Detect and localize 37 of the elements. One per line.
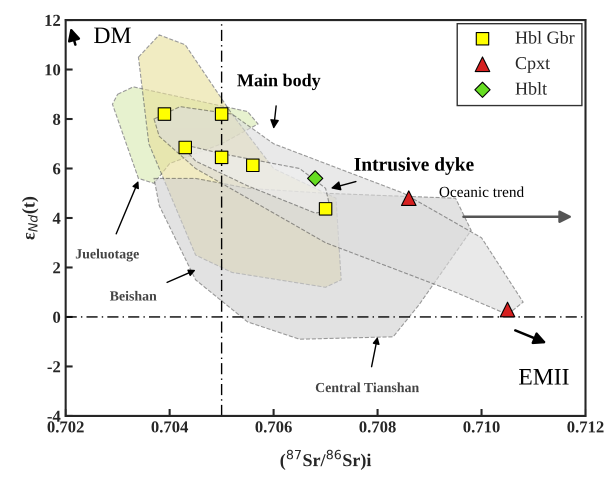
annotation: Intrusive dyke — [354, 157, 474, 175]
point — [178, 140, 192, 154]
x-tick-label: 0.704 — [152, 421, 188, 433]
annotation: Main body — [237, 74, 321, 90]
annotation: Central Tianshan — [316, 382, 420, 392]
y-tick-label: 4 — [52, 212, 60, 224]
point — [400, 190, 417, 206]
annotation: EMII — [519, 369, 569, 385]
x-tick-label: 0.702 — [48, 421, 84, 433]
y-tick-label: 10 — [45, 64, 60, 76]
y-tick-label: -4 — [48, 410, 60, 422]
point — [500, 302, 516, 318]
point — [307, 170, 324, 187]
x-axis-title: ($^{87}$Sr/$^{86}$Sr)i — [280, 450, 372, 470]
point — [158, 107, 172, 121]
y-tick-label: 12 — [45, 14, 60, 26]
y-tick-label: 2 — [53, 262, 60, 274]
x-tick-label: 0.710 — [463, 421, 500, 433]
y-tick-label: -2 — [48, 361, 60, 372]
legend-label: Cpxt — [516, 57, 550, 73]
y-axis-title: ε$_{Nd}$(t) — [22, 196, 38, 240]
y-tick-label: 6 — [53, 163, 60, 174]
point — [318, 202, 332, 216]
y-tick-label: 8 — [53, 114, 60, 125]
x-tick-label: 0.712 — [567, 421, 604, 433]
annotation: DM — [94, 28, 131, 44]
point — [246, 158, 260, 172]
annotation: Beishan — [110, 290, 157, 301]
legend-label: Hbl Gbr — [516, 30, 575, 44]
point — [214, 150, 228, 164]
y-tick-label: 0 — [53, 312, 60, 323]
x-tick-label: 0.708 — [359, 421, 396, 433]
x-tick-label: 0.706 — [255, 421, 292, 433]
legend-label: Hblt — [516, 82, 547, 95]
point — [214, 107, 228, 121]
annotation: Jueluotage — [76, 248, 139, 262]
annotation: Oceanic trend — [440, 186, 524, 198]
